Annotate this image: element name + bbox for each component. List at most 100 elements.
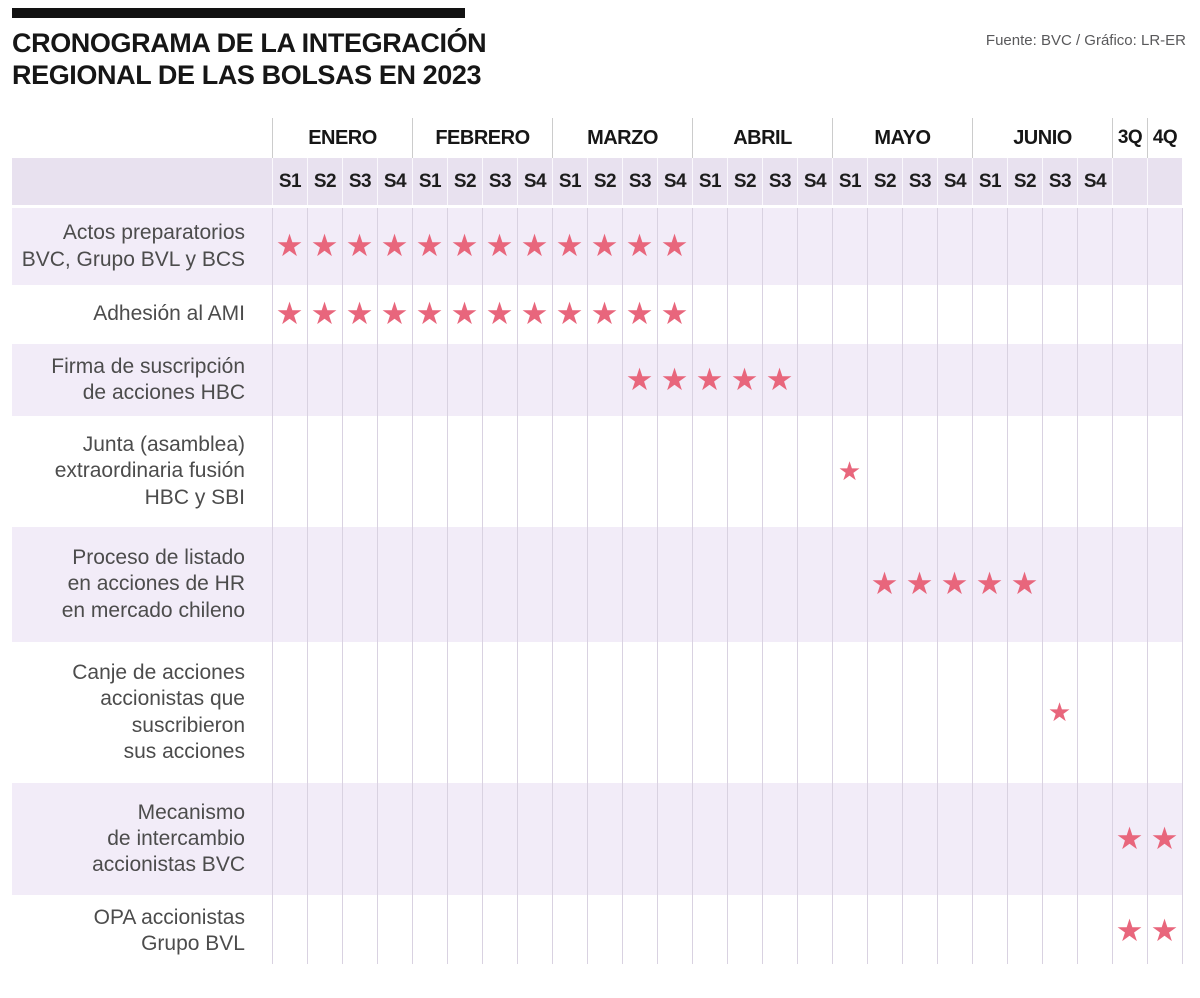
star-marker: ★ (345, 228, 374, 264)
week-header-s4: S4 (937, 158, 972, 205)
week-header-s2: S2 (1007, 158, 1042, 205)
task-label-line: BVC, Grupo BVL y BCS (21, 247, 245, 271)
month-header-row: ENERO FEBRERO MARZO ABRIL MAYO JUNIO 3Q 4Q (12, 118, 1182, 158)
star-marker: ★ (837, 456, 862, 487)
week-header-s4: S4 (1077, 158, 1112, 205)
week-header-s3: S3 (482, 158, 517, 205)
star-marker: ★ (730, 361, 759, 398)
week-header-s4: S4 (657, 158, 692, 205)
week-header-empty (1112, 158, 1147, 205)
week-header-s3: S3 (1042, 158, 1077, 205)
star-marker: ★ (450, 228, 479, 264)
task-label-line: Mecanismo (137, 800, 245, 824)
week-header-empty (1147, 158, 1182, 205)
star-marker: ★ (275, 296, 304, 332)
star-marker: ★ (975, 566, 1004, 602)
week-header-row: S1 S2 S3 S4 S1 S2 S3 S4 S1 S2 S3 S4 S1 S2 S3 S4 S1 S2 S3 S4… (12, 158, 1182, 205)
month-header-enero: ENERO (272, 118, 412, 158)
task-row: Proceso de listado en acciones de HR en me… (12, 527, 1182, 642)
task-label-line: Proceso de listado (72, 546, 245, 570)
month-header-abril: ABRIL (692, 118, 832, 158)
star-marker: ★ (590, 228, 619, 264)
task-label-line: en acciones de HR (67, 572, 245, 596)
month-header-spacer (12, 118, 272, 158)
task-label-line: sus acciones (123, 739, 245, 763)
gantt-chart: ENERO FEBRERO MARZO ABRIL MAYO JUNIO 3Q 4Q S1 S2… (12, 118, 1183, 967)
star-marker: ★ (660, 296, 689, 332)
star-marker: ★ (1010, 566, 1039, 602)
task-label: Adhesión al AMI (12, 288, 272, 341)
task-label-line: en mercado chileno (61, 598, 245, 622)
task-label: Canje de acciones accionistas que suscribi… (12, 645, 272, 780)
star-marker: ★ (275, 228, 304, 264)
task-row: Mecanismo de intercambio accionistas BVC ★ ★ (12, 783, 1182, 895)
task-label-line: extraordinaria fusión (54, 459, 245, 483)
page-title: CRONOGRAMA DE LA INTEGRACIÓN REGIONAL DE… (12, 28, 487, 91)
task-row: Junta (asamblea) extraordinaria fusión HBC… (12, 419, 1182, 524)
week-header-s4: S4 (517, 158, 552, 205)
month-header-marzo: MARZO (552, 118, 692, 158)
star-marker: ★ (940, 566, 969, 602)
star-marker: ★ (765, 361, 794, 398)
star-marker: ★ (660, 228, 689, 264)
task-label-line: Firma de suscripción (51, 354, 245, 378)
star-marker: ★ (1115, 820, 1144, 857)
task-label-line: Junta (asamblea) (82, 433, 245, 457)
week-header-s3: S3 (902, 158, 937, 205)
task-label: OPA accionistas Grupo BVL (12, 898, 272, 964)
week-header-s1: S1 (692, 158, 727, 205)
star-marker: ★ (870, 566, 899, 602)
star-marker: ★ (625, 296, 654, 332)
week-header-s3: S3 (342, 158, 377, 205)
page-title-line1: CRONOGRAMA DE LA INTEGRACIÓN (12, 28, 487, 58)
week-header-s1: S1 (412, 158, 447, 205)
task-label: Actos preparatorios BVC, Grupo BVL y BCS (12, 208, 272, 285)
page-title-line2: REGIONAL DE LAS BOLSAS EN 2023 (12, 59, 482, 90)
star-marker: ★ (1150, 820, 1179, 857)
week-header-s2: S2 (867, 158, 902, 205)
week-header-s3: S3 (762, 158, 797, 205)
month-header-mayo: MAYO (832, 118, 972, 158)
star-marker: ★ (380, 228, 409, 264)
task-row: Firma de suscripción de acciones HBC ★ ★ ★ ★ ★ (12, 344, 1182, 416)
star-marker: ★ (1150, 912, 1179, 949)
star-marker: ★ (345, 296, 374, 332)
star-marker: ★ (520, 296, 549, 332)
quarter-header-4q: 4Q (1147, 118, 1182, 158)
task-label-line: suscribieron (131, 713, 245, 737)
star-marker: ★ (310, 296, 339, 332)
star-marker: ★ (485, 296, 514, 332)
task-label: Mecanismo de intercambio accionistas BVC (12, 783, 272, 895)
week-header-spacer (12, 158, 272, 205)
task-label: Proceso de listado en acciones de HR en me… (12, 527, 272, 642)
star-marker: ★ (625, 228, 654, 264)
month-header-junio: JUNIO (972, 118, 1112, 158)
star-marker: ★ (555, 296, 584, 332)
week-header-s2: S2 (307, 158, 342, 205)
week-header-s4: S4 (797, 158, 832, 205)
task-label-line: OPA accionistas (93, 905, 245, 929)
title-accent-bar (12, 8, 465, 18)
quarter-header-3q: 3Q (1112, 118, 1147, 158)
task-label: Junta (asamblea) extraordinaria fusión HBC… (12, 419, 272, 524)
star-marker: ★ (555, 228, 584, 264)
star-marker: ★ (590, 296, 619, 332)
task-label-line: accionistas BVC (92, 853, 245, 877)
week-header-s2: S2 (727, 158, 762, 205)
week-header-s1: S1 (552, 158, 587, 205)
week-header-s1: S1 (972, 158, 1007, 205)
star-marker: ★ (415, 228, 444, 264)
star-marker: ★ (485, 228, 514, 264)
star-marker: ★ (450, 296, 479, 332)
task-label-line: Grupo BVL (141, 932, 245, 955)
week-header-s4: S4 (377, 158, 412, 205)
week-header-s2: S2 (587, 158, 622, 205)
star-marker: ★ (660, 361, 689, 398)
task-row: OPA accionistas Grupo BVL ★ ★ (12, 898, 1182, 964)
week-header-s1: S1 (272, 158, 307, 205)
source-credit: Fuente: BVC / Gráfico: LR-ER (985, 32, 1186, 49)
week-header-s3: S3 (622, 158, 657, 205)
month-header-febrero: FEBRERO (412, 118, 552, 158)
task-row: Canje de acciones accionistas que suscribi… (12, 645, 1182, 780)
